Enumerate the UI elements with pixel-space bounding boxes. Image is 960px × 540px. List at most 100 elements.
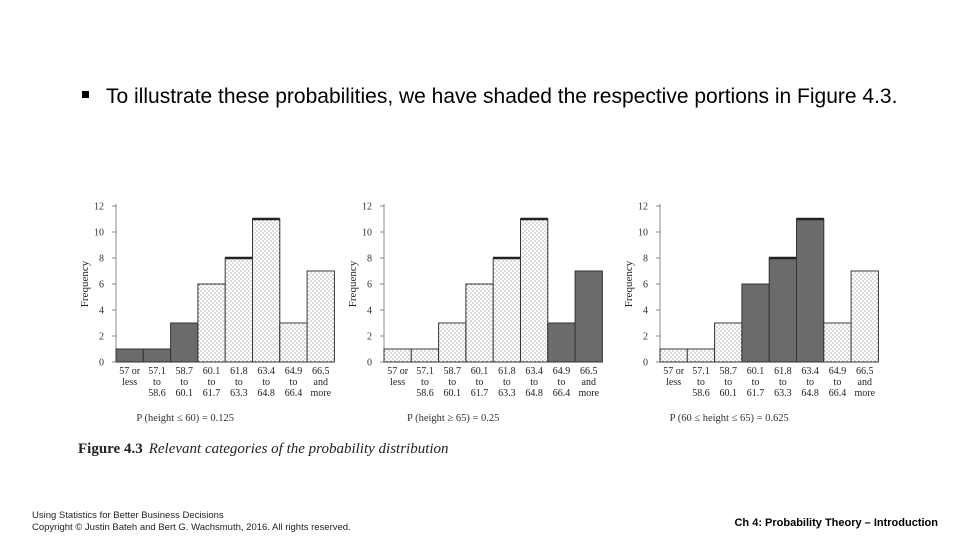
- bar-shaded: [768, 257, 797, 363]
- y-tick-label: 4: [99, 306, 104, 317]
- x-tick-label: more: [310, 388, 331, 399]
- y-tick-label: 4: [643, 306, 648, 317]
- bar-shaded: [170, 322, 199, 363]
- x-tick-label: 63.3: [230, 388, 248, 399]
- bar-unshaded: [714, 322, 743, 363]
- x-tick-label: more: [854, 388, 875, 399]
- x-tick-label: to: [180, 377, 188, 388]
- x-tick-label: 66.4: [285, 388, 303, 399]
- y-tick-label: 2: [643, 332, 648, 343]
- bar-unshaded: [224, 257, 253, 363]
- x-tick-label: 64.9: [553, 366, 571, 377]
- y-tick-label: 10: [362, 228, 372, 239]
- y-tick-label: 12: [638, 202, 648, 213]
- bar-unshaded: [465, 283, 494, 363]
- x-tick-label: 57.1: [148, 366, 166, 377]
- bar-shaded: [796, 218, 825, 363]
- histogram-chart-3: 0 2 4 6 8 10 12 Frequency 57 or less 57.1 to 58.6 58.…: [622, 192, 902, 434]
- x-tick-label: 58.7: [176, 366, 194, 377]
- bar-unshaded: [279, 322, 308, 363]
- bullet-square-icon: [82, 91, 89, 98]
- x-tick-label: 63.4: [801, 366, 819, 377]
- x-tick-label: 63.3: [774, 388, 792, 399]
- bar-unshaded: [438, 322, 467, 363]
- y-tick-label: 2: [99, 332, 104, 343]
- x-tick-label: to: [558, 377, 566, 388]
- bar-shaded: [115, 348, 144, 363]
- bar-unshaded: [520, 218, 549, 363]
- x-tick-label: and: [314, 377, 328, 388]
- x-tick-label: to: [752, 377, 760, 388]
- x-tick-label: to: [153, 377, 161, 388]
- x-tick-label: to: [262, 377, 270, 388]
- footer-chapter: Ch 4: Probability Theory – Introduction: [734, 517, 938, 529]
- x-tick-label: 61.8: [774, 366, 792, 377]
- x-tick-label: 57.1: [416, 366, 434, 377]
- x-tick-label: 64.8: [801, 388, 819, 399]
- x-tick-label: 58.6: [416, 388, 434, 399]
- x-tick-label: 57 or: [663, 366, 685, 377]
- x-tick-label: to: [530, 377, 538, 388]
- x-tick-label: 63.4: [257, 366, 275, 377]
- x-tick-label: and: [858, 377, 872, 388]
- footer-book-title: Using Statistics for Better Business Dec…: [32, 510, 224, 521]
- bar-unshaded: [410, 348, 440, 363]
- bar-shaded: [741, 283, 770, 363]
- x-tick-label: 64.8: [525, 388, 543, 399]
- x-tick-label: 63.4: [525, 366, 543, 377]
- x-tick-label: to: [235, 377, 243, 388]
- x-tick-label: 60.1: [720, 388, 738, 399]
- x-tick-label: 60.1: [471, 366, 489, 377]
- y-tick-label: 6: [99, 280, 104, 291]
- x-tick-label: 58.7: [444, 366, 462, 377]
- x-tick-label: 61.7: [203, 388, 221, 399]
- x-tick-label: 66.4: [829, 388, 847, 399]
- bar-unshaded: [252, 218, 281, 363]
- x-tick-label: less: [666, 377, 681, 388]
- y-tick-label: 8: [367, 254, 372, 265]
- y-tick-label: 0: [99, 358, 104, 369]
- x-tick-label: to: [421, 377, 429, 388]
- x-tick-label: 61.8: [498, 366, 515, 377]
- x-tick-label: less: [390, 377, 405, 388]
- bar-shaded: [547, 322, 576, 363]
- x-tick-label: 60.1: [176, 388, 194, 399]
- x-tick-label: 64.9: [829, 366, 847, 377]
- footer-left: Using Statistics for Better Business Dec…: [32, 510, 351, 534]
- bar-unshaded: [850, 270, 879, 363]
- x-tick-label: 66.4: [553, 388, 571, 399]
- bar-unshaded: [383, 348, 412, 363]
- x-tick-label: 58.6: [148, 388, 166, 399]
- probability-annotation: P (height ≥ 65) = 0.25: [407, 413, 499, 424]
- x-tick-label: 64.9: [285, 366, 303, 377]
- y-tick-label: 6: [367, 280, 372, 291]
- x-tick-label: 57 or: [119, 366, 140, 377]
- x-tick-label: 58.6: [692, 388, 710, 399]
- x-tick-label: 60.1: [444, 388, 462, 399]
- x-tick-label: to: [448, 377, 456, 388]
- y-tick-label: 6: [643, 280, 648, 291]
- x-tick-label: to: [697, 377, 705, 388]
- y-axis-label: Frequency: [79, 260, 91, 307]
- x-tick-label: 57.1: [692, 366, 710, 377]
- figure-caption: Figure 4.3 Relevant categories of the pro…: [78, 441, 449, 458]
- y-tick-label: 0: [367, 358, 372, 369]
- y-tick-label: 8: [643, 254, 648, 265]
- x-tick-label: to: [806, 377, 814, 388]
- x-tick-label: to: [290, 377, 298, 388]
- histogram-chart-2: 0 2 4 6 8 10 12 Frequency 57 or less 57.1 to 58.6 58.…: [346, 192, 626, 434]
- bar-unshaded: [659, 348, 688, 363]
- x-tick-label: to: [503, 377, 511, 388]
- y-tick-label: 10: [638, 228, 648, 239]
- x-tick-label: 61.7: [471, 388, 489, 399]
- y-axis-label: Frequency: [347, 260, 359, 307]
- bar-unshaded: [823, 322, 852, 363]
- probability-annotation: P (height ≤ 60) = 0.125: [136, 413, 234, 424]
- x-tick-label: 64.8: [257, 388, 275, 399]
- probability-annotation: P (60 ≤ height ≤ 65) = 0.625: [670, 413, 789, 424]
- y-tick-label: 12: [362, 202, 372, 213]
- footer-copyright: Copyright © Justin Bateh and Bert G. Wac…: [32, 522, 351, 533]
- x-tick-label: 66.5: [312, 366, 330, 377]
